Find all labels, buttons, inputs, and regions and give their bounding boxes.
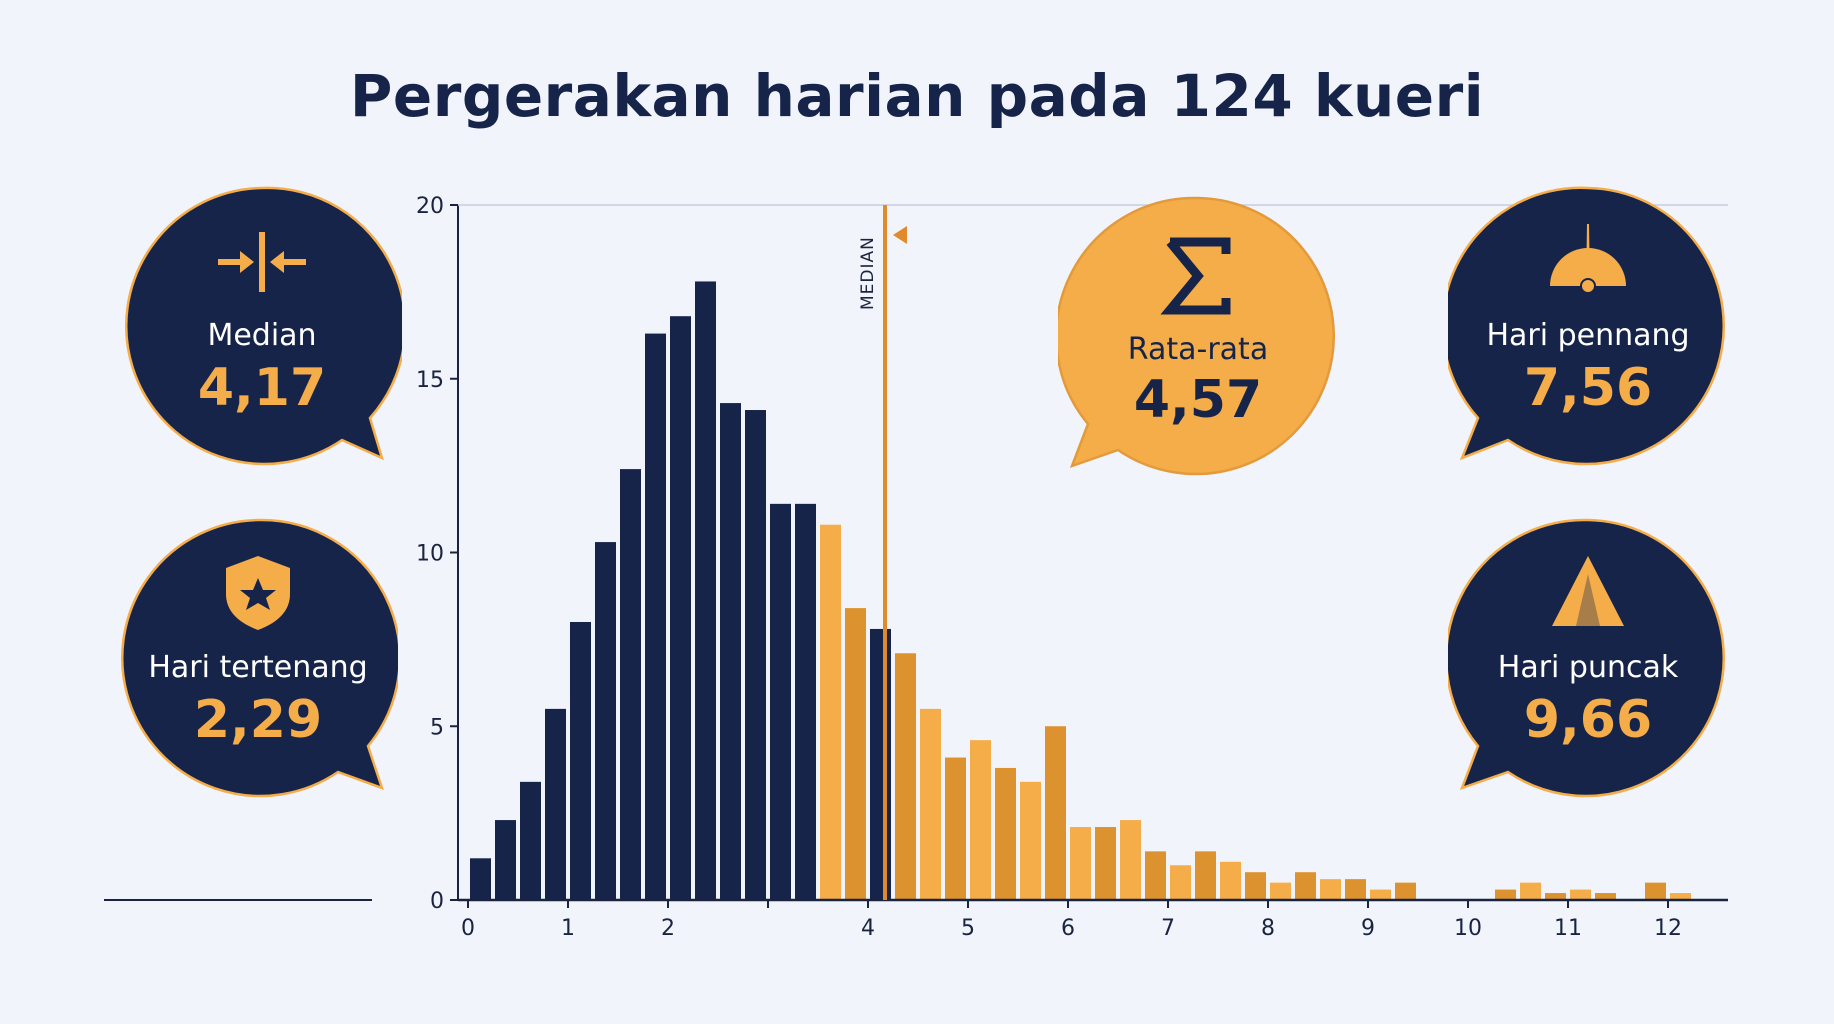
x-tick-label: 8 xyxy=(1261,916,1275,941)
histogram-bar xyxy=(1570,889,1591,900)
speech-bubble-shape xyxy=(121,518,398,798)
speech-bubble-shape xyxy=(1448,186,1725,466)
histogram-bar xyxy=(970,740,991,900)
histogram-bar xyxy=(1120,820,1141,900)
mean-stat-bubble: Rata-rata 4,57 xyxy=(1058,196,1338,496)
histogram-bar xyxy=(645,333,666,900)
histogram-bar xyxy=(770,503,791,900)
chart-title: Pergerakan harian pada 124 kueri xyxy=(349,62,1485,130)
histogram-bar xyxy=(745,410,766,900)
x-tick-label: 0 xyxy=(461,916,475,941)
x-tick-label: 1 xyxy=(561,916,575,941)
decorative-baseline xyxy=(104,899,372,901)
median-value: 4,17 xyxy=(197,358,327,418)
histogram-bar xyxy=(1145,851,1166,900)
median-arrow-icon xyxy=(893,226,907,244)
steady-day-stat-bubble: Hari pennang 7,56 xyxy=(1448,186,1728,486)
speech-bubble-shape xyxy=(125,186,402,466)
peak-day-label: Hari puncak xyxy=(1497,650,1679,685)
histogram-bar xyxy=(1270,882,1291,900)
histogram-bar xyxy=(670,316,691,900)
calmest-day-value: 2,29 xyxy=(193,690,323,750)
histogram-bar xyxy=(1645,882,1666,900)
histogram-bar xyxy=(845,608,866,900)
histogram-bar xyxy=(720,403,741,900)
histogram-bars xyxy=(470,281,1691,900)
x-tick-label: 6 xyxy=(1061,916,1075,941)
y-tick-label: 15 xyxy=(416,368,444,393)
y-tick-label: 20 xyxy=(416,194,444,219)
x-tick-label: 5 xyxy=(961,916,975,941)
histogram-bar xyxy=(1520,882,1541,900)
histogram-bar xyxy=(1545,893,1566,900)
histogram-bar xyxy=(795,503,816,900)
histogram-bar xyxy=(945,757,966,900)
histogram-bar xyxy=(920,708,941,900)
histogram-bar xyxy=(1220,861,1241,900)
histogram-bar xyxy=(545,708,566,900)
mean-label: Rata-rata xyxy=(1127,332,1269,367)
histogram-bar xyxy=(570,622,591,900)
steady-day-value: 7,56 xyxy=(1523,358,1653,418)
histogram-bar xyxy=(595,542,616,900)
histogram-bar xyxy=(1295,872,1316,900)
compress-arrows-icon xyxy=(218,232,306,292)
histogram-bar xyxy=(470,858,491,900)
median-marker: MEDIAN xyxy=(858,205,907,900)
histogram-bar xyxy=(1070,827,1091,900)
histogram-bar xyxy=(1370,889,1391,900)
histogram-bar xyxy=(1395,882,1416,900)
y-tick-label: 5 xyxy=(430,715,444,740)
histogram-bar xyxy=(1045,726,1066,900)
histogram-bar xyxy=(820,524,841,900)
histogram-bar xyxy=(870,628,891,900)
histogram-bar xyxy=(495,820,516,900)
x-tick-label: 10 xyxy=(1454,916,1482,941)
y-tick-label: 10 xyxy=(416,542,444,567)
gauge-icon xyxy=(1550,224,1626,294)
histogram-bar xyxy=(1670,893,1691,900)
histogram-bar xyxy=(520,781,541,900)
histogram-bar xyxy=(1020,781,1041,900)
x-tick-label: 12 xyxy=(1654,916,1682,941)
calmest-day-label: Hari tertenang xyxy=(148,650,368,685)
speech-bubble-shape xyxy=(1448,518,1725,798)
histogram-bar xyxy=(1195,851,1216,900)
histogram-bar xyxy=(1095,827,1116,900)
x-tick-label: 9 xyxy=(1361,916,1375,941)
x-tick-label: 2 xyxy=(661,916,675,941)
x-tick-label: 4 xyxy=(861,916,875,941)
peak-icon xyxy=(1552,556,1624,626)
y-tick-label: 0 xyxy=(430,889,444,914)
median-stat-bubble: Median 4,17 xyxy=(122,186,402,486)
sigma-icon xyxy=(1160,237,1231,315)
histogram-bar xyxy=(1245,872,1266,900)
shield-star-icon xyxy=(226,556,290,630)
mean-value: 4,57 xyxy=(1133,370,1263,430)
x-tick-label: 11 xyxy=(1554,916,1582,941)
peak-day-value: 9,66 xyxy=(1523,690,1653,750)
histogram-bar xyxy=(620,469,641,900)
histogram-bar xyxy=(1345,879,1366,900)
histogram-bar xyxy=(1595,893,1616,900)
speech-bubble-shape xyxy=(1058,196,1335,476)
histogram-bar xyxy=(1170,865,1191,900)
median-label: Median xyxy=(207,318,317,353)
calmest-day-stat-bubble: Hari tertenang 2,29 xyxy=(118,518,398,818)
histogram-bar xyxy=(895,653,916,900)
histogram-bar xyxy=(1495,889,1516,900)
x-tick-label: 7 xyxy=(1161,916,1175,941)
histogram-bar xyxy=(1320,879,1341,900)
steady-day-label: Hari pennang xyxy=(1486,318,1690,353)
peak-day-stat-bubble: Hari puncak 9,66 xyxy=(1448,518,1728,818)
median-line-label: MEDIAN xyxy=(858,236,878,310)
histogram-bar xyxy=(995,767,1016,900)
histogram-bar xyxy=(695,281,716,900)
